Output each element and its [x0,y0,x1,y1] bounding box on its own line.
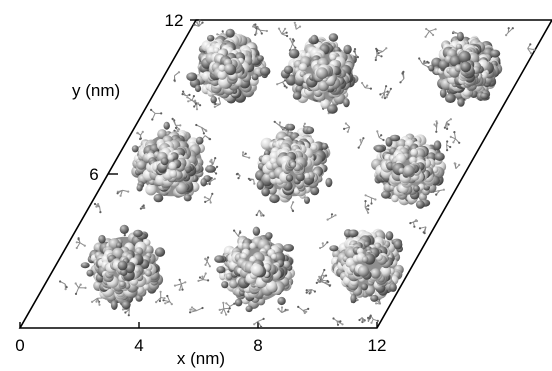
solvent-molecule [75,237,86,250]
x-tick-label-4: 4 [134,336,143,355]
solvent-molecule [150,108,163,121]
solvent-molecule [364,200,370,214]
y-axis-ticks [108,19,200,175]
solvent-molecule [74,282,87,295]
x-axis-label: x (nm) [177,349,225,368]
solvent-molecule [443,118,452,130]
solvent-molecule [319,241,329,250]
solvent-molecule [181,90,191,97]
solvent-molecule [409,219,419,228]
solvent-molecule [277,306,289,314]
solvent-molecule [116,189,130,197]
solvent-molecule [379,85,389,100]
solvent-molecule [418,226,427,235]
solvent-molecule [255,25,268,35]
solvent-molecule [247,177,256,185]
solvent-molecule [171,117,182,131]
solvent-molecule [399,70,405,84]
solvent-molecule [527,43,536,55]
nanoparticle-cluster [371,133,447,209]
solvent-molecule [374,47,383,62]
nanoparticle-cluster [131,121,216,203]
solvent-molecule [305,289,316,295]
y-tick-label-6: 6 [89,165,98,184]
solvent-molecule [358,317,366,324]
solvent-molecule [242,151,251,159]
solvent-molecule [453,162,461,170]
solvent-molecule [91,296,106,306]
solvent-molecule [505,27,514,37]
solvent-molecule [197,272,210,282]
solvent-molecule [203,192,214,204]
solvent-molecule [200,135,212,142]
solvent-molecule [59,280,68,291]
nanoparticle-cluster [186,28,271,104]
solvent-molecule [290,201,295,213]
solvent-molecule [218,301,231,316]
solvent-molecule [162,294,173,306]
solvent-molecule [155,290,166,304]
solvent-molecule [361,81,372,90]
solvent-molecule [195,123,208,135]
solvent-molecule [293,21,302,30]
solvent-molecule [253,317,265,328]
solvent-molecule [204,256,211,268]
solvent-molecule [235,172,241,180]
solvent-molecule [206,177,216,186]
solvent-molecule [255,209,265,217]
nanoparticle-cluster [329,228,404,304]
solvent-molecule [376,47,388,55]
nanoparticle-cluster [255,123,333,204]
nanoparticle-cluster [428,31,503,107]
solvent-molecule [357,137,365,149]
solvent-molecule [367,315,372,322]
solvent-molecule [385,87,392,99]
solvent-molecule [277,27,289,38]
solvent-molecule [288,37,297,52]
solvent-molecule [213,97,221,108]
solvent-molecule [93,202,102,214]
x-tick-label-8: 8 [253,336,262,355]
solvent-molecule [424,27,437,38]
solvent-molecule [173,71,181,83]
x-axis-ticks [19,322,378,328]
nanoparticle-clusters [80,28,503,313]
solvent-molecule [332,317,344,326]
solvent-molecule [418,57,430,69]
x-tick-label-12: 12 [368,336,387,355]
y-axis-label: y (nm) [72,81,120,100]
solvent-molecule [433,120,439,133]
solvent-molecule [449,131,461,144]
solvent-molecule [315,275,329,284]
solvent-molecule [139,204,146,210]
solvent-molecule [364,194,377,205]
solvent-molecule [376,130,385,142]
solvent-molecule [326,213,337,221]
nanoparticle-cluster [280,33,359,114]
x-tick-label-0: 0 [15,336,24,355]
solvent-molecule [136,130,144,141]
solvent-molecule [252,23,258,36]
solvent-molecule [297,305,310,315]
y-tick-label-12: 12 [165,11,184,30]
solvent-molecule [189,306,204,314]
solvent-molecule [446,140,452,152]
nanoparticle-cluster [214,226,296,313]
solvent-molecule [193,19,204,27]
nanoparticle-cluster [80,224,166,310]
solvent-molecule [186,95,200,105]
solvent-molecule [173,278,187,291]
solvent-molecule [276,79,288,89]
solvent-molecule [343,122,351,133]
